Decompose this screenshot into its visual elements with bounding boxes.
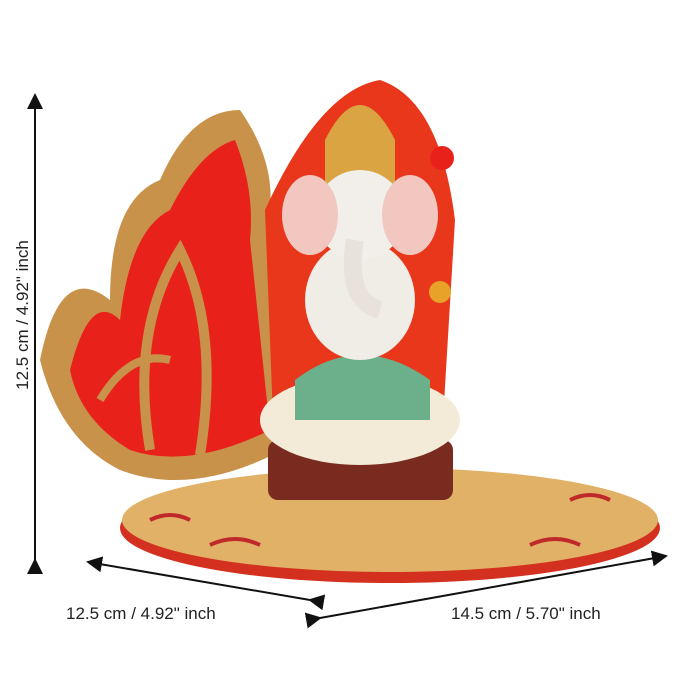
- lotus-panel: [40, 110, 310, 480]
- depth-arrow: [86, 556, 326, 611]
- width-label: 14.5 cm / 5.70" inch: [451, 604, 601, 623]
- height-label: 12.5 cm / 4.92" inch: [13, 240, 32, 390]
- ganesha-figure: [260, 80, 460, 500]
- depth-label: 12.5 cm / 4.92" inch: [66, 604, 216, 623]
- width-arrow: [304, 550, 668, 629]
- round-base: [120, 468, 660, 583]
